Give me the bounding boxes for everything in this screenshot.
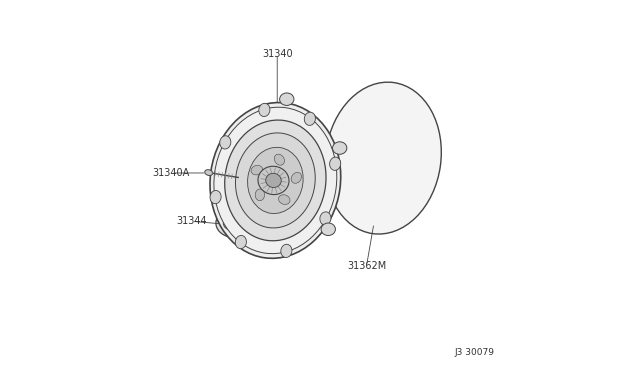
Ellipse shape [251,166,262,175]
Ellipse shape [225,120,326,241]
Ellipse shape [220,136,231,149]
Ellipse shape [275,154,284,165]
Ellipse shape [210,190,221,204]
Ellipse shape [291,172,301,183]
Ellipse shape [333,142,347,154]
Text: 31344: 31344 [177,217,207,226]
Ellipse shape [281,244,292,257]
Ellipse shape [304,112,316,125]
Ellipse shape [248,147,303,214]
Ellipse shape [216,211,249,237]
Ellipse shape [330,157,340,170]
Text: 31362M: 31362M [347,261,386,271]
Ellipse shape [223,217,242,231]
Ellipse shape [236,133,316,228]
Ellipse shape [320,212,331,225]
Text: J3 30079: J3 30079 [455,348,495,357]
Ellipse shape [321,223,335,235]
Text: 31340: 31340 [262,49,292,59]
Ellipse shape [266,173,281,187]
Text: 31340A: 31340A [152,168,190,178]
Ellipse shape [280,93,294,105]
Ellipse shape [236,235,246,249]
Ellipse shape [214,107,337,254]
Ellipse shape [205,170,212,176]
Ellipse shape [210,103,340,258]
Ellipse shape [259,103,270,116]
Ellipse shape [278,195,290,205]
Ellipse shape [325,82,442,234]
Ellipse shape [258,166,289,195]
Ellipse shape [255,189,264,201]
